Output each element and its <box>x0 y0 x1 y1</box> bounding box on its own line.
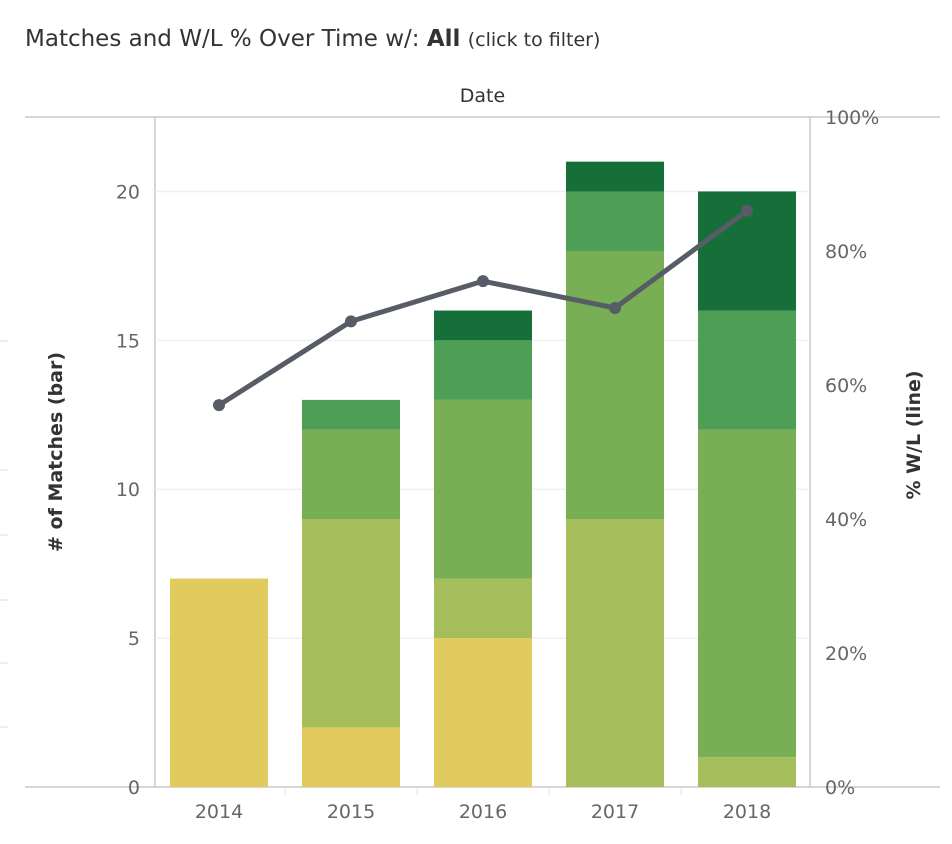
filter-selection[interactable]: All <box>426 26 461 52</box>
right-tick-label: 20% <box>825 643 867 665</box>
wl-point[interactable] <box>609 301 621 314</box>
column-header: Date <box>459 85 506 107</box>
bar-segment[interactable] <box>302 429 400 519</box>
bar-segment[interactable] <box>434 638 532 787</box>
right-tick-label: 40% <box>825 509 867 531</box>
wl-point[interactable] <box>741 204 753 217</box>
bar-segment[interactable] <box>566 191 664 251</box>
left-axis-title: # of Matches (bar) <box>45 352 67 552</box>
left-tick-label: 20 <box>116 181 140 203</box>
wl-point[interactable] <box>345 315 357 328</box>
bar-segment[interactable] <box>566 251 664 519</box>
left-tick-label: 15 <box>116 330 140 352</box>
bar-segment[interactable] <box>566 519 664 787</box>
right-tick-label: 80% <box>825 241 867 263</box>
bar-segment[interactable] <box>566 161 664 192</box>
x-tick-label: 2017 <box>591 801 639 823</box>
bar-segment[interactable] <box>698 429 796 758</box>
right-axis-title: % W/L (line) <box>903 370 925 499</box>
left-tick-label: 5 <box>128 628 140 650</box>
bar-segment[interactable] <box>170 578 268 787</box>
wl-point[interactable] <box>477 275 489 288</box>
chart-title: Matches and W/L % Over Time w/: All (cli… <box>25 26 600 52</box>
x-tick-label: 2014 <box>195 801 243 823</box>
bar-segment[interactable] <box>302 519 400 728</box>
bar-segment[interactable] <box>302 727 400 787</box>
bar-segment[interactable] <box>434 310 532 341</box>
title-prefix: Matches and W/L % Over Time w/: <box>25 26 420 52</box>
x-tick-label: 2015 <box>327 801 375 823</box>
left-tick-label: 10 <box>116 479 140 501</box>
x-tick-label: 2016 <box>459 801 507 823</box>
right-tick-label: 0% <box>825 777 855 799</box>
x-tick-label: 2018 <box>723 801 771 823</box>
right-tick-label: 60% <box>825 375 867 397</box>
bar-segment[interactable] <box>302 399 400 430</box>
filter-hint[interactable]: (click to filter) <box>467 29 601 51</box>
left-tick-label: 0 <box>128 777 140 799</box>
bar-segment[interactable] <box>698 757 796 787</box>
wl-point[interactable] <box>213 399 225 412</box>
bar-segment[interactable] <box>434 578 532 639</box>
bar-segment[interactable] <box>434 340 532 400</box>
bar-segment[interactable] <box>434 399 532 579</box>
right-tick-label: 100% <box>825 107 879 129</box>
bar-segment[interactable] <box>698 310 796 430</box>
